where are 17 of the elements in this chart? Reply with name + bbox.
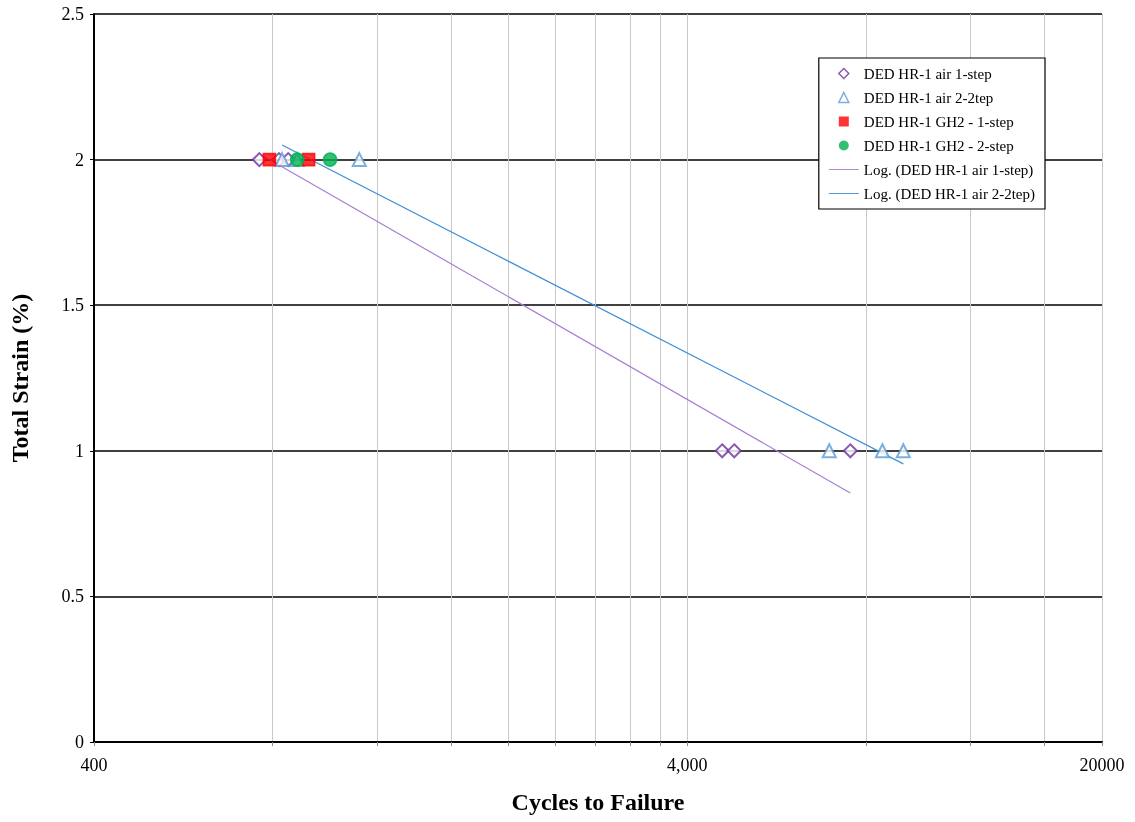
- y-tick-label: 2.5: [61, 4, 84, 24]
- x-tick-label: 400: [80, 755, 108, 775]
- legend-label: Log. (DED HR-1 air 2-2tep): [863, 185, 1036, 203]
- legend-label: Log. (DED HR-1 air 1-step): [863, 161, 1034, 179]
- x-axis-title: Cycles to Failure: [511, 789, 685, 815]
- y-tick-label: 0.5: [61, 586, 84, 607]
- y-tick-label: 0: [75, 732, 84, 752]
- legend-label: DED HR-1 air 1-step: [863, 65, 992, 82]
- y-tick-label: 1: [75, 440, 84, 461]
- y-axis-title: Total Strain (%): [7, 293, 33, 463]
- legend-label: DED HR-1 GH2 - 1-step: [863, 113, 1014, 130]
- x-tick-label: 20000: [1079, 755, 1125, 775]
- x-tick-label: 4,000: [667, 755, 708, 775]
- y-tick-label: 2: [75, 149, 84, 170]
- legend-label: DED HR-1 air 2-2tep: [863, 89, 994, 106]
- legend-label: DED HR-1 GH2 - 2-step: [863, 137, 1014, 154]
- y-tick-label: 1.5: [61, 295, 84, 316]
